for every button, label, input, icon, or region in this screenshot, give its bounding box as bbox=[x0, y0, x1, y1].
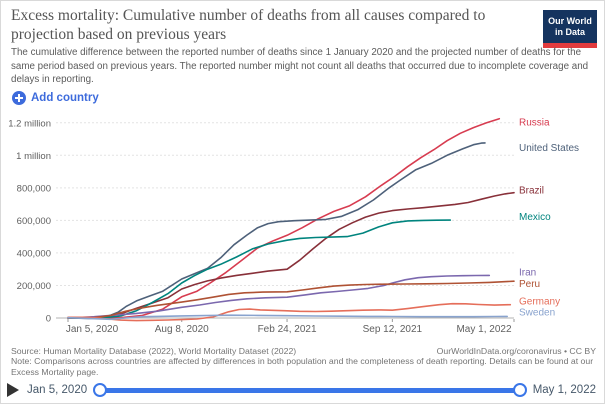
series-label-brazil[interactable]: Brazil bbox=[519, 186, 544, 197]
series-line-germany[interactable] bbox=[67, 302, 512, 322]
plus-circle-icon bbox=[12, 91, 26, 105]
x-axis-label: May 1, 2022 bbox=[456, 324, 511, 335]
series-line-sweden[interactable] bbox=[67, 314, 509, 321]
timeline-handle-end[interactable] bbox=[512, 382, 527, 397]
x-axis-label: Jan 5, 2020 bbox=[66, 324, 119, 335]
y-axis-label: 1.2 million bbox=[8, 118, 51, 129]
x-axis-label: Sep 12, 2021 bbox=[363, 324, 423, 335]
chart-subtitle: The cumulative difference between the re… bbox=[11, 47, 589, 86]
series-line-iran[interactable] bbox=[67, 274, 491, 319]
note-text: Note: Comparisons across countries are a… bbox=[11, 356, 594, 377]
play-icon[interactable] bbox=[7, 383, 19, 397]
series-label-sweden[interactable]: Sweden bbox=[519, 307, 555, 318]
series-label-iran[interactable]: Iran bbox=[519, 267, 536, 278]
line-chart-plot[interactable]: 0 200,000 400,000 600,000 800,000 1 million 1.… bbox=[1, 106, 605, 343]
y-axis-label: 600,000 bbox=[17, 216, 51, 227]
page-title: Excess mortality: Cumulative number of d… bbox=[11, 7, 486, 43]
series-line-peru[interactable] bbox=[67, 280, 515, 319]
owid-logo[interactable]: Our World in Data bbox=[543, 10, 597, 48]
series-line-united-states[interactable] bbox=[67, 142, 486, 320]
y-axis-label: 200,000 bbox=[17, 281, 51, 292]
series-line-brazil[interactable] bbox=[67, 191, 515, 319]
y-axis-label: 400,000 bbox=[17, 248, 51, 259]
timeline-end-date: May 1, 2022 bbox=[532, 384, 596, 396]
series-label-germany[interactable]: Germany bbox=[519, 297, 560, 308]
y-axis-label: 0 bbox=[46, 314, 51, 325]
series-line-mexico[interactable] bbox=[67, 219, 452, 319]
series-label-russia[interactable]: Russia bbox=[519, 118, 550, 129]
series-label-peru[interactable]: Peru bbox=[519, 279, 540, 290]
timeline-handle-start[interactable] bbox=[93, 382, 108, 397]
license-link[interactable]: OurWorldInData.org/coronavirus • CC BY bbox=[436, 346, 596, 356]
timeline-slider-track[interactable] bbox=[93, 382, 527, 397]
timeline-start-date: Jan 5, 2020 bbox=[27, 384, 88, 396]
owid-logo-line1: Our World bbox=[548, 16, 592, 26]
add-country-button[interactable]: Add country bbox=[12, 89, 99, 107]
x-axis-label: Feb 24, 2021 bbox=[258, 324, 317, 335]
source-text: Source: Human Mortality Database (2022),… bbox=[11, 346, 297, 356]
y-axis-label: 800,000 bbox=[17, 183, 51, 194]
series-label-united-states[interactable]: United States bbox=[519, 143, 579, 154]
series-label-mexico[interactable]: Mexico bbox=[519, 212, 551, 223]
x-axis-label: Aug 8, 2020 bbox=[155, 324, 209, 335]
y-axis-label: 1 million bbox=[16, 151, 51, 162]
add-country-label: Add country bbox=[31, 92, 99, 104]
timeline-control: Jan 5, 2020 May 1, 2022 bbox=[7, 378, 596, 402]
owid-logo-line2: in Data bbox=[554, 27, 585, 37]
series-line-russia[interactable] bbox=[67, 117, 501, 320]
